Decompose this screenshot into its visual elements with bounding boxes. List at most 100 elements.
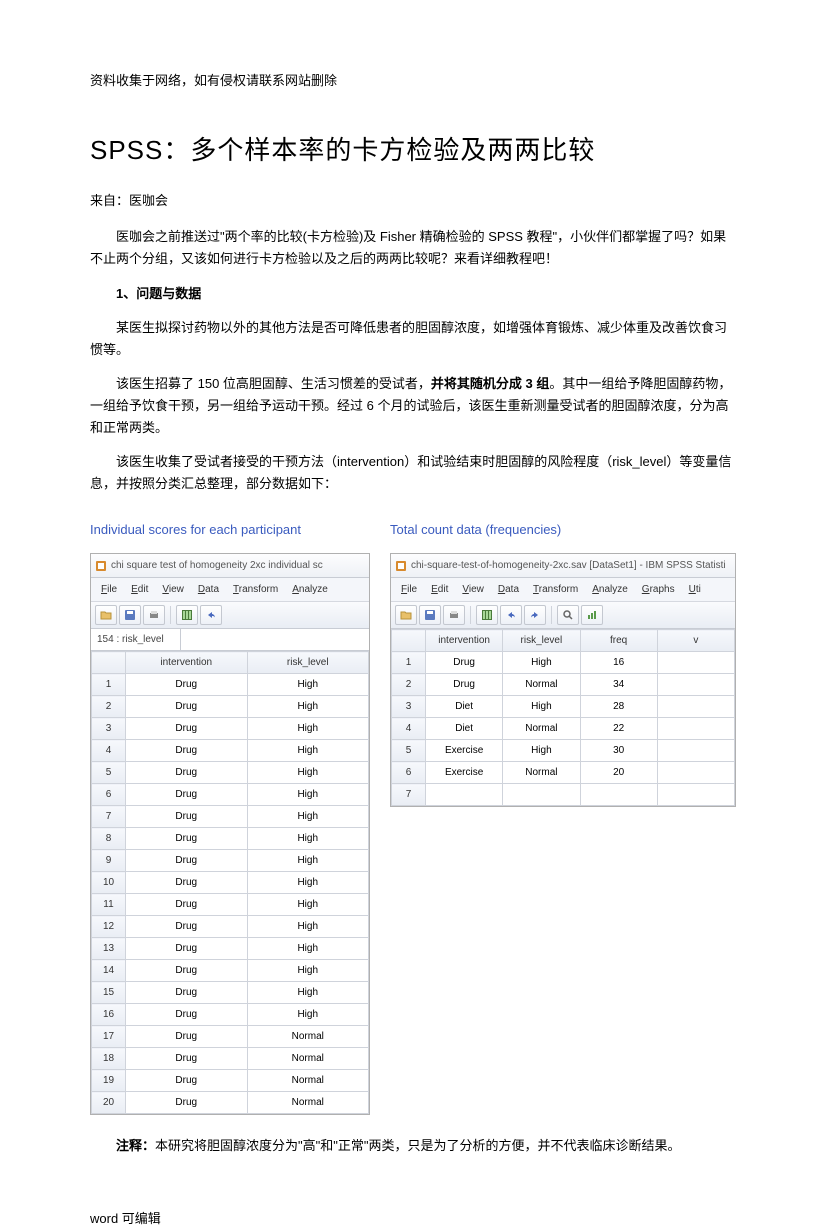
data-cell[interactable] — [657, 784, 734, 806]
menu-view[interactable]: View — [456, 580, 490, 599]
data-cell[interactable]: Exercise — [426, 740, 503, 762]
row-header[interactable]: 4 — [92, 740, 126, 762]
undo-icon[interactable] — [500, 605, 522, 625]
data-cell[interactable] — [426, 784, 503, 806]
row-header[interactable]: 20 — [92, 1092, 126, 1114]
open-icon[interactable] — [95, 605, 117, 625]
menu-view[interactable]: View — [156, 580, 190, 599]
data-cell[interactable] — [580, 784, 657, 806]
data-cell[interactable]: 22 — [580, 718, 657, 740]
menu-edit[interactable]: Edit — [125, 580, 154, 599]
data-cell[interactable]: Normal — [247, 1026, 369, 1048]
print-icon[interactable] — [143, 605, 165, 625]
data-cell[interactable] — [657, 674, 734, 696]
data-cell[interactable]: Drug — [126, 740, 248, 762]
data-cell[interactable]: Drug — [126, 1092, 248, 1114]
row-header[interactable]: 7 — [92, 806, 126, 828]
data-cell[interactable]: Drug — [126, 982, 248, 1004]
row-header[interactable]: 16 — [92, 1004, 126, 1026]
find-icon[interactable] — [557, 605, 579, 625]
row-header[interactable]: 10 — [92, 872, 126, 894]
data-cell[interactable]: High — [247, 916, 369, 938]
row-header[interactable]: 13 — [92, 938, 126, 960]
redo-icon[interactable] — [524, 605, 546, 625]
menu-uti[interactable]: Uti — [683, 580, 707, 599]
data-cell[interactable]: 20 — [580, 762, 657, 784]
row-header[interactable]: 18 — [92, 1048, 126, 1070]
data-cell[interactable]: Drug — [426, 652, 503, 674]
data-cell[interactable]: Drug — [126, 718, 248, 740]
data-cell[interactable]: High — [247, 982, 369, 1004]
data-cell[interactable]: Drug — [126, 1070, 248, 1092]
row-header[interactable]: 1 — [392, 652, 426, 674]
data-cell[interactable]: Normal — [247, 1092, 369, 1114]
data-cell[interactable] — [657, 718, 734, 740]
data-cell[interactable]: Drug — [126, 894, 248, 916]
data-cell[interactable]: Normal — [503, 674, 580, 696]
save-icon[interactable] — [419, 605, 441, 625]
menu-data[interactable]: Data — [492, 580, 525, 599]
row-header[interactable]: 11 — [92, 894, 126, 916]
menu-transform[interactable]: Transform — [527, 580, 584, 599]
row-header[interactable]: 7 — [392, 784, 426, 806]
undo-icon[interactable] — [200, 605, 222, 625]
data-cell[interactable]: Drug — [126, 696, 248, 718]
menu-edit[interactable]: Edit — [425, 580, 454, 599]
data-cell[interactable]: High — [247, 696, 369, 718]
data-cell[interactable]: Drug — [126, 1048, 248, 1070]
save-icon[interactable] — [119, 605, 141, 625]
column-header[interactable]: intervention — [426, 630, 503, 652]
row-header[interactable]: 2 — [92, 696, 126, 718]
menu-transform[interactable]: Transform — [227, 580, 284, 599]
data-cell[interactable] — [657, 762, 734, 784]
data-cell[interactable]: Drug — [126, 872, 248, 894]
data-cell[interactable]: Drug — [426, 674, 503, 696]
data-cell[interactable]: Normal — [247, 1070, 369, 1092]
data-cell[interactable]: 34 — [580, 674, 657, 696]
data-cell[interactable]: 28 — [580, 696, 657, 718]
row-header[interactable]: 4 — [392, 718, 426, 740]
data-cell[interactable]: High — [247, 938, 369, 960]
menu-data[interactable]: Data — [192, 580, 225, 599]
row-header[interactable]: 1 — [92, 674, 126, 696]
data-cell[interactable]: Drug — [126, 806, 248, 828]
data-cell[interactable]: High — [247, 718, 369, 740]
open-icon[interactable] — [395, 605, 417, 625]
data-cell[interactable]: Drug — [126, 762, 248, 784]
row-header[interactable]: 3 — [92, 718, 126, 740]
data-cell[interactable]: High — [247, 806, 369, 828]
column-header[interactable]: risk_level — [503, 630, 580, 652]
menu-graphs[interactable]: Graphs — [636, 580, 681, 599]
data-cell[interactable]: Diet — [426, 718, 503, 740]
data-cell[interactable]: High — [247, 784, 369, 806]
data-cell[interactable]: Normal — [503, 718, 580, 740]
data-cell[interactable]: High — [503, 652, 580, 674]
menu-analyze[interactable]: Analyze — [286, 580, 334, 599]
chart-icon[interactable] — [581, 605, 603, 625]
data-cell[interactable]: Drug — [126, 850, 248, 872]
data-cell[interactable]: Drug — [126, 938, 248, 960]
data-cell[interactable]: Drug — [126, 784, 248, 806]
row-header[interactable]: 5 — [392, 740, 426, 762]
data-cell[interactable]: Normal — [503, 762, 580, 784]
data-icon[interactable] — [476, 605, 498, 625]
data-cell[interactable]: High — [247, 674, 369, 696]
data-cell[interactable]: High — [247, 1004, 369, 1026]
column-header[interactable]: freq — [580, 630, 657, 652]
data-cell[interactable]: 16 — [580, 652, 657, 674]
data-cell[interactable]: Drug — [126, 674, 248, 696]
row-header[interactable]: 5 — [92, 762, 126, 784]
data-cell[interactable]: Normal — [247, 1048, 369, 1070]
row-header[interactable]: 15 — [92, 982, 126, 1004]
row-header[interactable]: 3 — [392, 696, 426, 718]
data-cell[interactable]: High — [247, 828, 369, 850]
data-cell[interactable]: High — [247, 960, 369, 982]
data-cell[interactable]: Drug — [126, 916, 248, 938]
data-cell[interactable] — [657, 696, 734, 718]
row-header[interactable]: 6 — [92, 784, 126, 806]
data-cell[interactable]: Exercise — [426, 762, 503, 784]
column-header[interactable]: risk_level — [247, 652, 369, 674]
row-header[interactable]: 9 — [92, 850, 126, 872]
data-cell[interactable]: High — [503, 740, 580, 762]
row-header[interactable]: 19 — [92, 1070, 126, 1092]
